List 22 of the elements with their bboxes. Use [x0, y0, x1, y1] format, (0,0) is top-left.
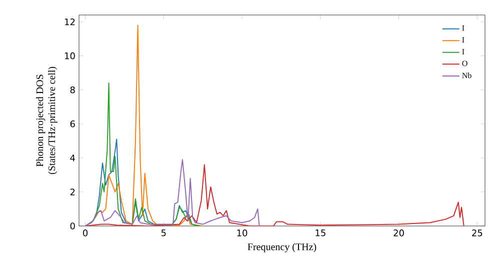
y-axis-title: Phonon projected DOS (States/THz·primitive cell) — [36, 66, 58, 174]
x-tick-label: 5 — [161, 230, 166, 236]
y-tick-label: 0 — [70, 222, 75, 230]
x-tick-label: 10 — [237, 230, 248, 236]
x-axis-title: Frequency (THz) — [248, 243, 316, 252]
x-tick-label: 25 — [472, 230, 482, 236]
line-series — [84, 159, 260, 226]
y-tick-label: 4 — [70, 154, 75, 162]
y-tick-label: 6 — [70, 120, 75, 128]
legend-label: I — [462, 37, 464, 42]
y-tick-label: 10 — [65, 52, 75, 60]
y-tick-label: 12 — [65, 18, 75, 26]
legend-label: O — [462, 60, 468, 66]
legend-label: Nb — [462, 72, 472, 78]
x-tick-label: 20 — [394, 230, 404, 236]
y-tick-label: 2 — [70, 188, 75, 196]
line-series — [84, 164, 464, 226]
x-tick-label: 15 — [316, 230, 326, 236]
y-tick-label: 8 — [70, 86, 75, 94]
x-tick-label: 0 — [83, 230, 88, 236]
legend-label: I — [462, 48, 464, 54]
legend-label: I — [462, 26, 464, 31]
